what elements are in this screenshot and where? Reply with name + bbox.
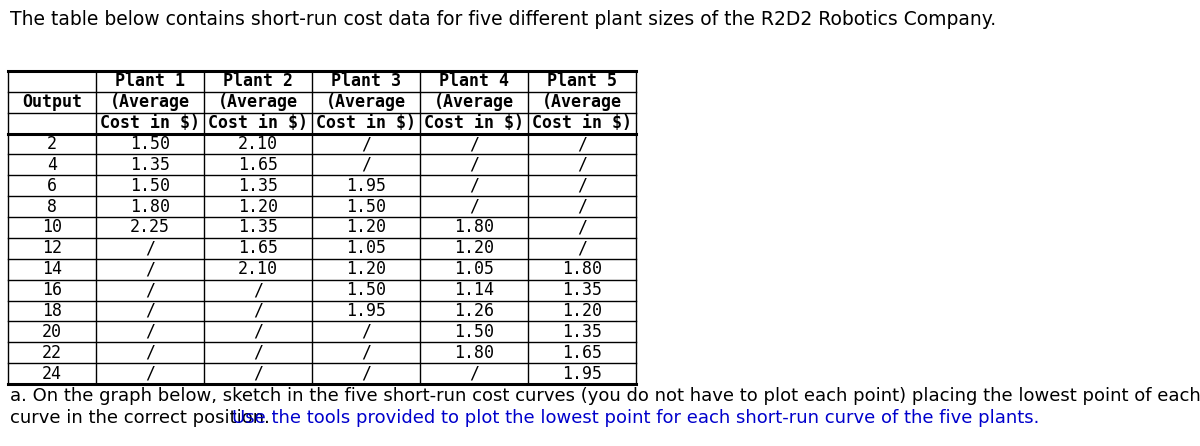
Text: Plant 1: Plant 1 <box>115 72 185 91</box>
Text: 1.35: 1.35 <box>130 156 170 174</box>
Text: /: / <box>145 240 155 257</box>
Text: 1.35: 1.35 <box>238 219 278 236</box>
Text: curve in the correct position.: curve in the correct position. <box>10 409 276 427</box>
Text: /: / <box>469 198 479 215</box>
Text: 1.50: 1.50 <box>130 135 170 153</box>
Text: Plant 5: Plant 5 <box>547 72 617 91</box>
Text: /: / <box>361 364 371 383</box>
Text: 2.10: 2.10 <box>238 135 278 153</box>
Text: 1.65: 1.65 <box>238 240 278 257</box>
Text: 2: 2 <box>47 135 58 153</box>
Text: (Average: (Average <box>110 93 190 112</box>
Text: 1.50: 1.50 <box>130 177 170 195</box>
Text: (Average: (Average <box>326 93 406 112</box>
Text: 1.05: 1.05 <box>346 240 386 257</box>
Text: Plant 4: Plant 4 <box>439 72 509 91</box>
Text: (Average: (Average <box>542 93 622 112</box>
Text: /: / <box>145 302 155 320</box>
Text: /: / <box>253 281 263 299</box>
Text: /: / <box>253 302 263 320</box>
Text: 1.50: 1.50 <box>346 281 386 299</box>
Text: Plant 3: Plant 3 <box>331 72 401 91</box>
Text: /: / <box>469 135 479 153</box>
Text: 1.80: 1.80 <box>562 260 602 278</box>
Text: /: / <box>577 156 587 174</box>
Text: /: / <box>145 260 155 278</box>
Text: 14: 14 <box>42 260 62 278</box>
Text: 1.35: 1.35 <box>562 281 602 299</box>
Text: 6: 6 <box>47 177 58 195</box>
Text: 1.80: 1.80 <box>454 219 494 236</box>
Text: 1.05: 1.05 <box>454 260 494 278</box>
Text: 1.20: 1.20 <box>238 198 278 215</box>
Text: /: / <box>577 135 587 153</box>
Text: /: / <box>361 135 371 153</box>
Text: Output: Output <box>22 93 82 112</box>
Text: /: / <box>577 198 587 215</box>
Text: /: / <box>577 177 587 195</box>
Text: 18: 18 <box>42 302 62 320</box>
Text: 22: 22 <box>42 344 62 362</box>
Text: 1.80: 1.80 <box>454 344 494 362</box>
Text: /: / <box>361 344 371 362</box>
Text: 1.95: 1.95 <box>562 364 602 383</box>
Text: 1.50: 1.50 <box>454 323 494 341</box>
Text: 24: 24 <box>42 364 62 383</box>
Text: The table below contains short-run cost data for five different plant sizes of t: The table below contains short-run cost … <box>10 10 996 29</box>
Text: 1.20: 1.20 <box>346 219 386 236</box>
Text: /: / <box>469 177 479 195</box>
Text: Plant 2: Plant 2 <box>223 72 293 91</box>
Text: 1.20: 1.20 <box>346 260 386 278</box>
Text: 1.26: 1.26 <box>454 302 494 320</box>
Text: Cost in $): Cost in $) <box>532 114 632 132</box>
Text: 1.80: 1.80 <box>130 198 170 215</box>
Text: /: / <box>145 323 155 341</box>
Text: Cost in $): Cost in $) <box>424 114 524 132</box>
Text: 1.95: 1.95 <box>346 302 386 320</box>
Text: /: / <box>145 281 155 299</box>
Text: a. On the graph below, sketch in the five short-run cost curves (you do not have: a. On the graph below, sketch in the fiv… <box>10 387 1200 405</box>
Text: (Average: (Average <box>434 93 514 112</box>
Text: /: / <box>145 364 155 383</box>
Text: Use the tools provided to plot the lowest point for each short-run curve of the : Use the tools provided to plot the lowes… <box>232 409 1039 427</box>
Text: Cost in $): Cost in $) <box>100 114 200 132</box>
Text: /: / <box>253 364 263 383</box>
Text: 8: 8 <box>47 198 58 215</box>
Text: 12: 12 <box>42 240 62 257</box>
Text: 1.65: 1.65 <box>238 156 278 174</box>
Text: 1.35: 1.35 <box>238 177 278 195</box>
Text: /: / <box>361 156 371 174</box>
Text: /: / <box>361 323 371 341</box>
Text: 1.65: 1.65 <box>562 344 602 362</box>
Text: 16: 16 <box>42 281 62 299</box>
Text: 20: 20 <box>42 323 62 341</box>
Text: Cost in $): Cost in $) <box>316 114 416 132</box>
Text: 2.25: 2.25 <box>130 219 170 236</box>
Text: /: / <box>253 344 263 362</box>
Text: 1.20: 1.20 <box>562 302 602 320</box>
Text: /: / <box>145 344 155 362</box>
Text: 1.35: 1.35 <box>562 323 602 341</box>
Text: Cost in $): Cost in $) <box>208 114 308 132</box>
Text: 1.50: 1.50 <box>346 198 386 215</box>
Text: 10: 10 <box>42 219 62 236</box>
Text: 1.14: 1.14 <box>454 281 494 299</box>
Text: (Average: (Average <box>218 93 298 112</box>
Text: /: / <box>469 364 479 383</box>
Text: 4: 4 <box>47 156 58 174</box>
Text: /: / <box>469 156 479 174</box>
Text: /: / <box>577 240 587 257</box>
Text: 2.10: 2.10 <box>238 260 278 278</box>
Text: /: / <box>253 323 263 341</box>
Text: 1.20: 1.20 <box>454 240 494 257</box>
Text: /: / <box>577 219 587 236</box>
Text: 1.95: 1.95 <box>346 177 386 195</box>
